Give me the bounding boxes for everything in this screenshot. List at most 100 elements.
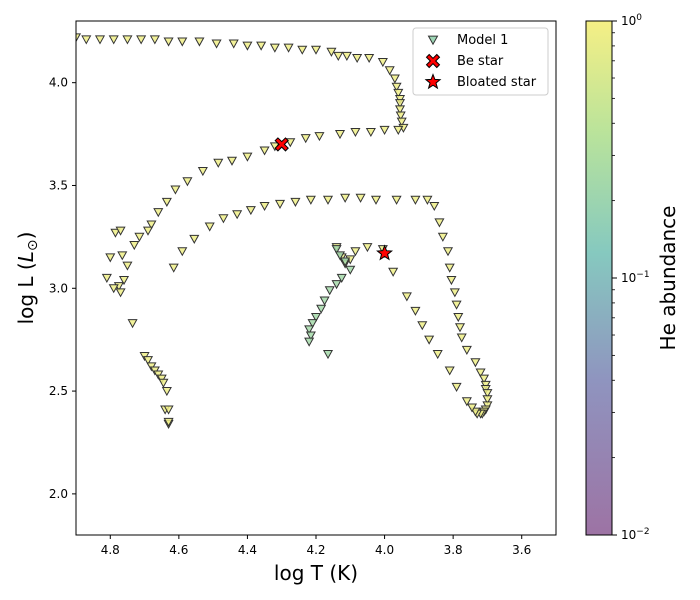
model-1-point bbox=[424, 335, 435, 345]
model-1-point bbox=[461, 397, 472, 407]
colorbar-tick-base: 10 bbox=[621, 271, 636, 285]
model-1-point bbox=[395, 111, 406, 121]
model-1-point bbox=[319, 296, 330, 306]
model-1-point bbox=[297, 45, 308, 55]
model-1-point bbox=[189, 234, 200, 244]
model-1-point bbox=[331, 245, 342, 255]
model-1-point bbox=[197, 167, 208, 177]
model-1-point bbox=[478, 374, 490, 384]
model-1-point bbox=[300, 134, 311, 144]
y-tick-label: 3.0 bbox=[49, 281, 68, 295]
y-tick-label: 2.5 bbox=[49, 384, 68, 398]
model-1-point bbox=[401, 292, 412, 302]
model-1-point bbox=[269, 43, 280, 53]
model-1-point bbox=[470, 358, 481, 368]
model-1-point bbox=[259, 146, 270, 156]
model-1-point bbox=[370, 195, 382, 205]
model-1-point bbox=[76, 33, 82, 43]
model-1-point bbox=[310, 312, 322, 323]
legend-marker-model-1 bbox=[427, 35, 439, 46]
highlight-marks bbox=[274, 137, 394, 261]
model-1-point bbox=[149, 35, 160, 45]
model-1-point bbox=[341, 51, 352, 61]
x-tick-label: 3.8 bbox=[444, 543, 463, 557]
model-1-point bbox=[108, 35, 119, 45]
model-1-point bbox=[482, 395, 493, 405]
x-axis-label: log T (K) bbox=[274, 561, 358, 585]
model-1-point bbox=[142, 356, 154, 366]
model-1-point bbox=[194, 37, 205, 47]
plot-frame bbox=[75, 20, 557, 536]
model-1-point bbox=[388, 267, 399, 277]
model-1-point bbox=[161, 387, 172, 397]
model-1-point bbox=[322, 350, 334, 360]
model-1-point bbox=[304, 325, 315, 335]
model-1-point bbox=[333, 51, 344, 61]
model-1-point bbox=[396, 117, 407, 127]
model-1-point bbox=[429, 201, 440, 212]
model-1-point bbox=[461, 345, 472, 355]
model-1-point bbox=[134, 232, 145, 242]
model-1-point bbox=[305, 331, 316, 341]
model-1-point bbox=[228, 39, 239, 49]
colorbar-tick-exponent: −1 bbox=[636, 270, 649, 280]
model-1-point bbox=[434, 218, 445, 228]
data-marks bbox=[76, 33, 493, 429]
bloated-star-marker bbox=[376, 244, 394, 261]
model-1-point bbox=[168, 263, 179, 273]
model-1-point bbox=[389, 74, 400, 84]
model-1-point bbox=[449, 288, 460, 298]
model-1-point bbox=[466, 403, 478, 413]
model-1-point bbox=[115, 288, 126, 298]
model-1-point bbox=[350, 247, 361, 257]
model-1-point bbox=[451, 300, 462, 310]
model-1-point bbox=[242, 41, 253, 51]
model-1-point bbox=[163, 405, 174, 415]
model-1-point bbox=[314, 132, 325, 142]
x-axis-ticks: 4.8 4.6 4.4 4.2 4.0 3.8 3.6 bbox=[101, 535, 531, 557]
model-1-point bbox=[446, 275, 457, 286]
model-1-point bbox=[136, 35, 147, 45]
legend-marker-bloated-star bbox=[424, 73, 442, 90]
model-1-point bbox=[394, 99, 406, 109]
model-1-point bbox=[336, 273, 347, 284]
colorbar-tick-label: 10−2 bbox=[621, 527, 650, 542]
x-tick-label: 3.6 bbox=[512, 543, 531, 557]
x-tick-label: 4.8 bbox=[101, 543, 120, 557]
y-label-close: ) bbox=[14, 232, 38, 240]
model-1-point bbox=[334, 251, 346, 261]
model-1-point bbox=[163, 417, 174, 427]
model-1-point bbox=[142, 226, 154, 236]
y-tick-label: 3.5 bbox=[49, 178, 68, 192]
model-1-point bbox=[482, 389, 493, 399]
model-1-point bbox=[331, 280, 342, 290]
x-tick-label: 4.2 bbox=[306, 543, 325, 557]
x-tick-label: 4.0 bbox=[375, 543, 394, 557]
model-1-point bbox=[454, 323, 466, 333]
model-1-point bbox=[444, 366, 455, 376]
model-1-point bbox=[153, 208, 164, 218]
legend-markers bbox=[424, 35, 442, 90]
model-1-point bbox=[182, 177, 193, 187]
model-1-point bbox=[334, 130, 346, 140]
model-1-point bbox=[129, 241, 140, 251]
model-1-point bbox=[94, 35, 106, 45]
colorbar-tick-label: 10−1 bbox=[621, 270, 650, 285]
model-1-point bbox=[384, 66, 395, 76]
legend-label-model-1: Model 1 bbox=[457, 33, 508, 48]
legend-frame bbox=[412, 27, 549, 96]
legend: Model 1 Be star Bloated star bbox=[412, 27, 549, 96]
model-1-point bbox=[324, 286, 335, 296]
model-1-point bbox=[161, 197, 172, 207]
model-1-point bbox=[105, 253, 116, 263]
model-1-point bbox=[127, 319, 138, 329]
model-1-point bbox=[340, 193, 351, 203]
model-1-point bbox=[242, 152, 253, 162]
model-1-point bbox=[274, 199, 286, 210]
model-1-point bbox=[122, 35, 133, 45]
model-1-point bbox=[364, 53, 375, 64]
model-1-point bbox=[177, 37, 188, 47]
